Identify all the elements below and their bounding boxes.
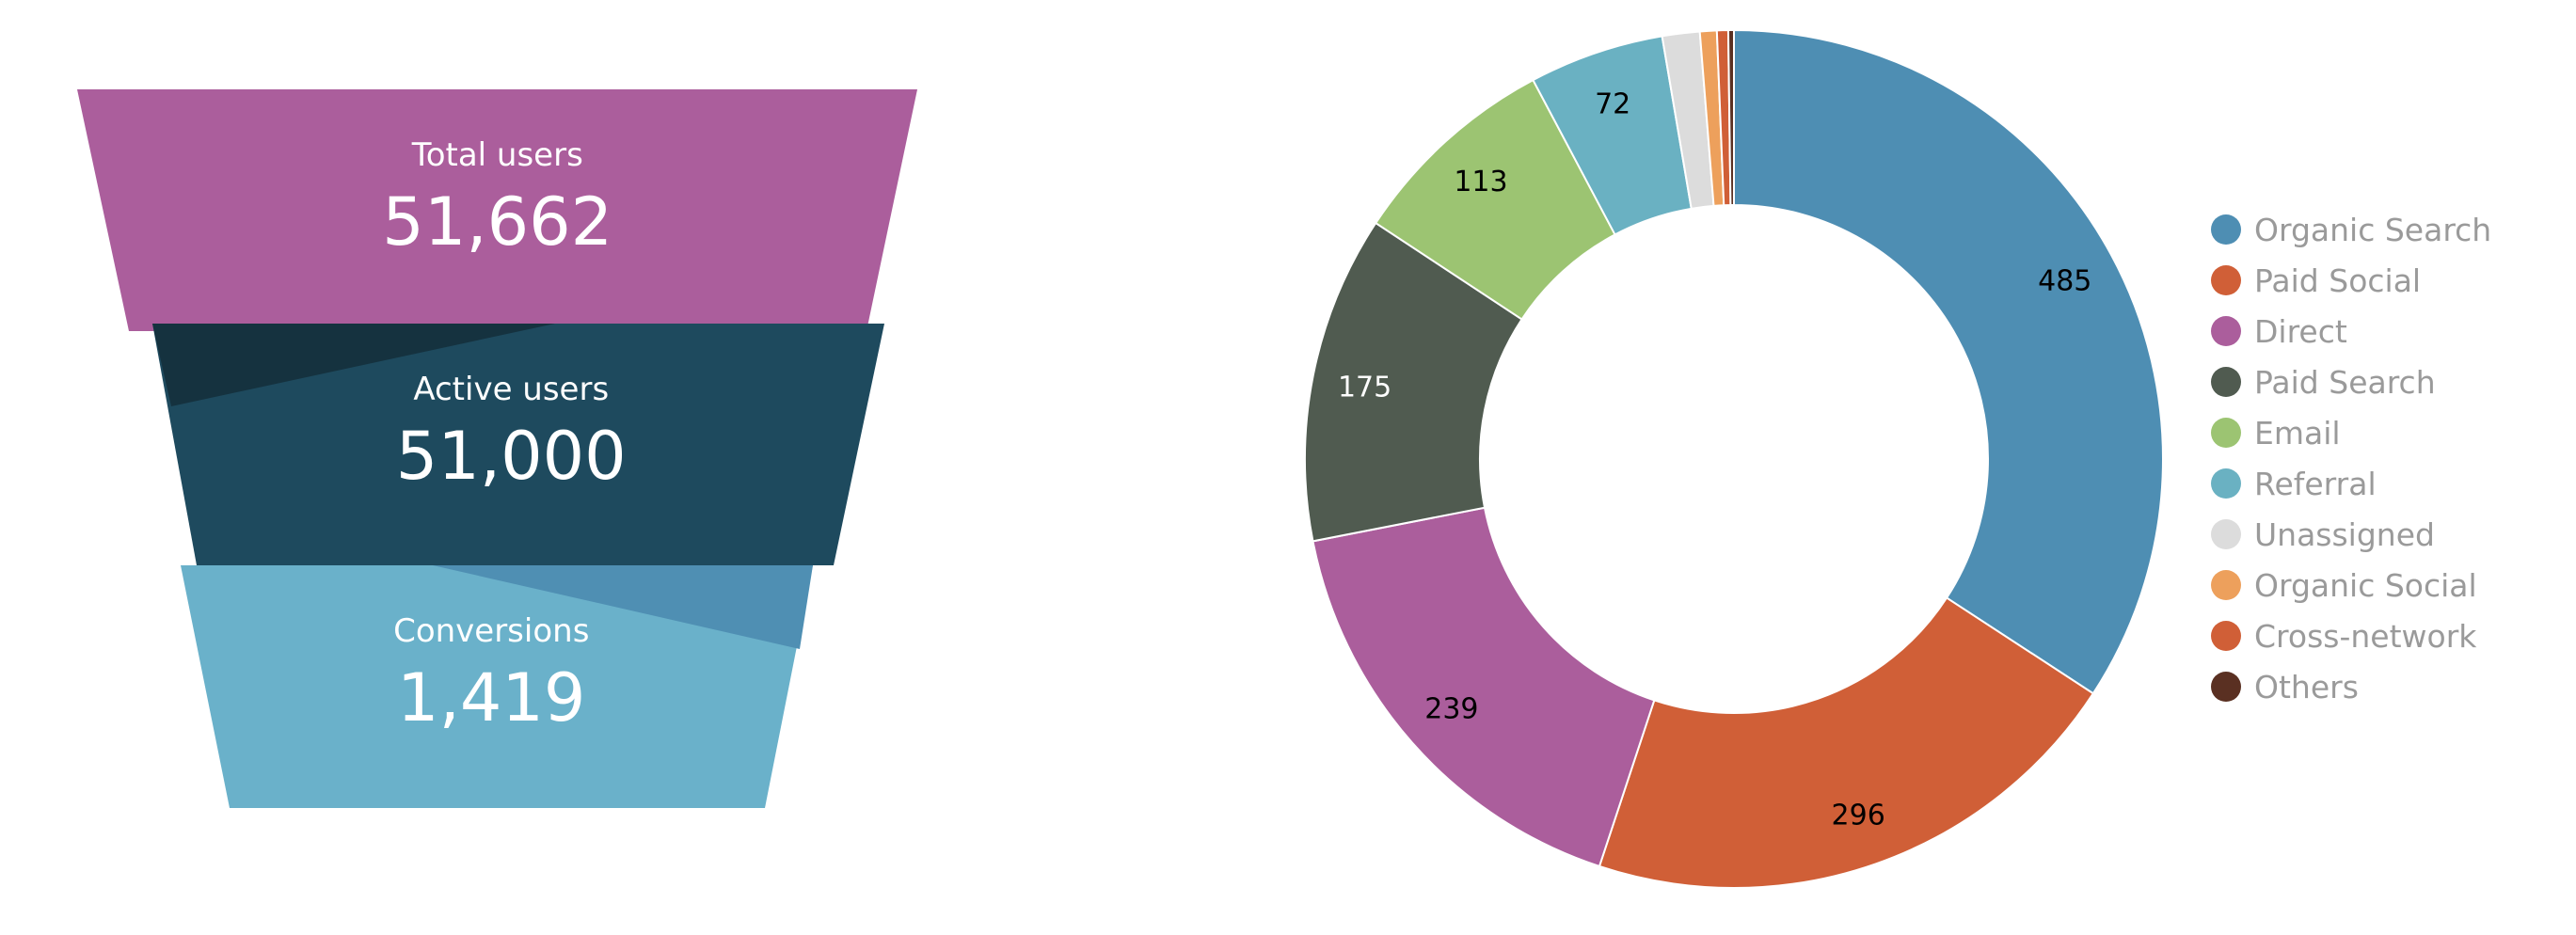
donut-slice-direct[interactable] (1312, 506, 1656, 868)
legend-label: Paid Search (2254, 364, 2436, 401)
donut-legend: Organic Search Paid Social Direct Paid Sear… (2211, 212, 2491, 705)
legend-item-cross-network[interactable]: Cross-network (2211, 618, 2477, 655)
legend-label: Others (2254, 669, 2359, 705)
legend-swatch (2211, 570, 2241, 600)
legend-swatch (2211, 418, 2241, 448)
legend-item-email[interactable]: Email (2211, 415, 2341, 452)
donut-slice-organic-search[interactable] (1733, 28, 2164, 695)
legend-swatch (2211, 214, 2241, 245)
legend-label: Email (2254, 415, 2341, 452)
legend-label: Organic Social (2254, 567, 2477, 604)
legend-swatch (2211, 265, 2241, 295)
legend-item-unassigned[interactable]: Unassigned (2211, 516, 2435, 553)
legend-item-paid-social[interactable]: Paid Social (2211, 262, 2421, 299)
legend-item-organic-search[interactable]: Organic Search (2211, 212, 2491, 248)
legend-swatch (2211, 316, 2241, 346)
funnel-stage-total-users: Total users 51,662 (77, 89, 917, 331)
funnel-segment-shade (152, 324, 555, 406)
funnel-stage-value: 1,419 (397, 659, 585, 737)
donut-data-label: 485 (2038, 265, 2091, 298)
donut-data-label: 296 (1832, 800, 1885, 832)
legend-item-direct[interactable]: Direct (2211, 313, 2347, 350)
funnel-chart: Total users 51,662 Active users 51,000 Conve… (77, 89, 917, 808)
donut-chart: 485 296 239 175 113 72 (1303, 28, 2164, 889)
legend-item-referral[interactable]: Referral (2211, 466, 2377, 502)
funnel-stage-value: 51,662 (382, 183, 612, 261)
funnel-stage-label: Active users (413, 371, 609, 408)
legend-label: Referral (2254, 466, 2377, 502)
legend-swatch (2211, 519, 2241, 549)
legend-item-organic-social[interactable]: Organic Social (2211, 567, 2477, 604)
legend-label: Cross-network (2254, 618, 2477, 655)
funnel-segment-shade (433, 565, 813, 649)
donut-slice-paid-social[interactable] (1598, 596, 2095, 889)
donut-slice-others[interactable] (1726, 28, 1735, 207)
legend-label: Paid Social (2254, 262, 2421, 299)
legend-swatch (2211, 621, 2241, 651)
legend-swatch (2211, 367, 2241, 397)
donut-data-label: 175 (1338, 372, 1391, 404)
funnel-segment (152, 324, 884, 565)
legend-item-others[interactable]: Others (2211, 669, 2359, 705)
legend-label: Organic Search (2254, 212, 2491, 248)
donut-data-label: 72 (1595, 87, 1630, 120)
funnel-stage-active-users: Active users 51,000 (152, 324, 884, 565)
funnel-segment (77, 89, 917, 331)
legend-swatch (2211, 672, 2241, 702)
legend-label: Unassigned (2254, 516, 2435, 553)
donut-data-label: 239 (1424, 692, 1478, 725)
funnel-stage-label: Total users (411, 136, 583, 174)
legend-item-paid-search[interactable]: Paid Search (2211, 364, 2436, 401)
funnel-segment (181, 565, 813, 808)
legend-swatch (2211, 468, 2241, 499)
funnel-stage-conversions: Conversions 1,419 (181, 565, 813, 808)
funnel-stage-value: 51,000 (396, 418, 627, 495)
funnel-stage-label: Conversions (393, 612, 589, 650)
donut-data-label: 113 (1454, 166, 1507, 198)
legend-label: Direct (2254, 313, 2347, 350)
